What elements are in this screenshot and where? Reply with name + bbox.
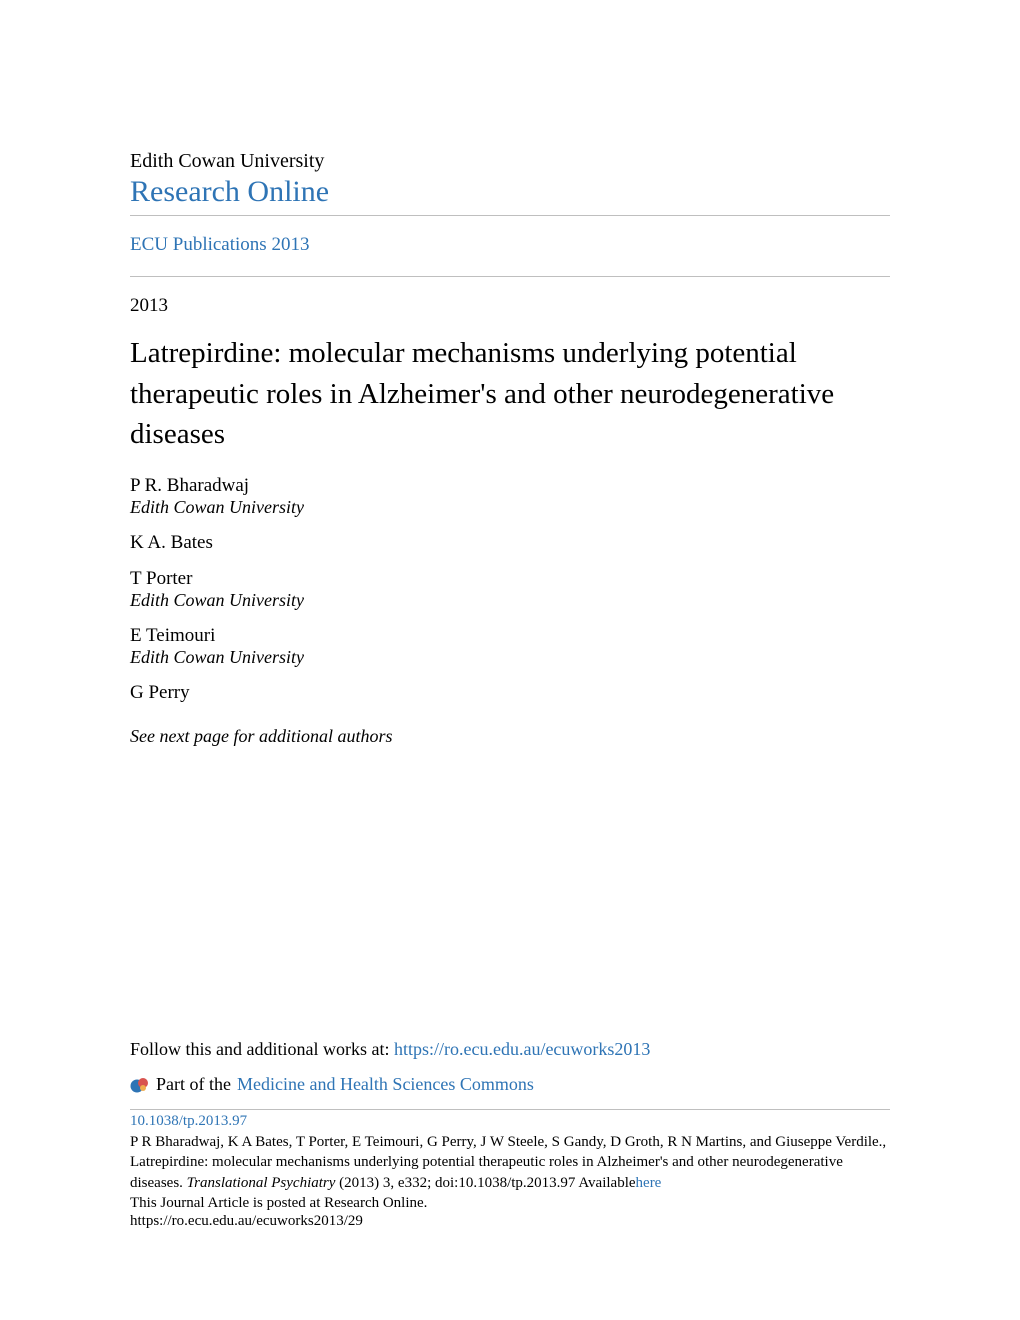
citation-journal: Translational Psychiatry	[187, 1175, 336, 1191]
repository-cover-page: Edith Cowan University Research Online E…	[0, 0, 1020, 1320]
article-title: Latrepirdine: molecular mechanisms under…	[130, 333, 890, 455]
author-entry: K A. Bates	[130, 532, 890, 554]
part-of-prefix: Part of the	[156, 1074, 231, 1095]
follow-works-line: Follow this and additional works at: htt…	[130, 1039, 890, 1060]
collection-link[interactable]: ECU Publications 2013	[130, 234, 309, 256]
author-affiliation: Edith Cowan University	[130, 497, 890, 518]
author-affiliation: Edith Cowan University	[130, 647, 890, 668]
author-entry: T Porter Edith Cowan University	[130, 568, 890, 611]
citation-text: P R Bharadwaj, K A Bates, T Porter, E Te…	[130, 1132, 890, 1193]
author-name: G Perry	[130, 682, 890, 704]
author-name: T Porter	[130, 568, 890, 590]
follow-url-link[interactable]: https://ro.ecu.edu.au/ecuworks2013	[394, 1039, 650, 1059]
author-name: P R. Bharadwaj	[130, 475, 890, 497]
part-of-line: Part of the Medicine and Health Sciences…	[130, 1074, 890, 1095]
author-affiliation: Edith Cowan University	[130, 590, 890, 611]
author-entry: P R. Bharadwaj Edith Cowan University	[130, 475, 890, 518]
see-next-page-note: See next page for additional authors	[130, 726, 890, 747]
author-entry: E Teimouri Edith Cowan University	[130, 625, 890, 668]
commons-link[interactable]: Medicine and Health Sciences Commons	[237, 1074, 534, 1095]
handle-url: https://ro.ecu.edu.au/ecuworks2013/29	[130, 1213, 890, 1230]
divider	[130, 276, 890, 277]
research-online-link[interactable]: Research Online	[130, 175, 329, 208]
publication-year: 2013	[130, 295, 890, 317]
doi-link[interactable]: 10.1038/tp.2013.97	[130, 1109, 890, 1130]
citation-after: (2013) 3, e332; doi:10.1038/tp.2013.97 A…	[335, 1175, 635, 1191]
institution-name: Edith Cowan University	[130, 150, 890, 173]
available-here-link[interactable]: here	[636, 1175, 662, 1191]
footer-block: Follow this and additional works at: htt…	[130, 1039, 890, 1230]
network-icon	[130, 1075, 150, 1095]
follow-prefix: Follow this and additional works at:	[130, 1039, 394, 1059]
posted-note: This Journal Article is posted at Resear…	[130, 1193, 890, 1213]
divider	[130, 215, 890, 216]
author-entry: G Perry	[130, 682, 890, 704]
author-name: E Teimouri	[130, 625, 890, 647]
author-name: K A. Bates	[130, 532, 890, 554]
